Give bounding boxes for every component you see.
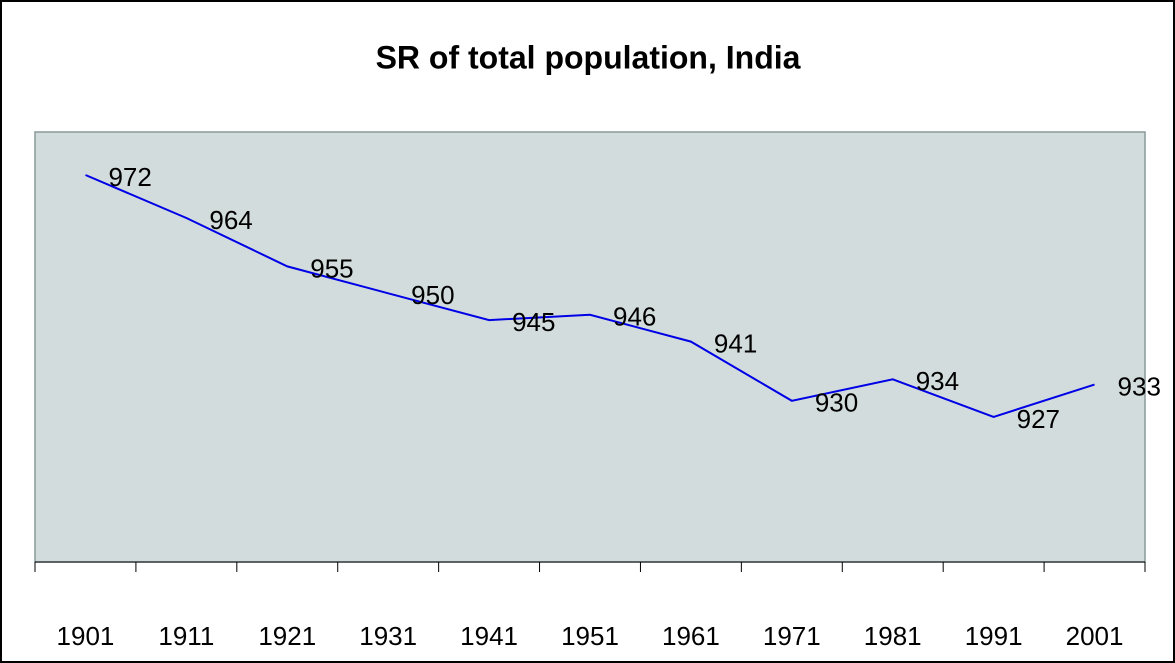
- x-tick-label: 1961: [662, 621, 720, 651]
- data-label: 941: [714, 329, 757, 359]
- data-label: 955: [310, 253, 353, 283]
- data-label: 945: [512, 307, 555, 337]
- x-tick-label: 2001: [1066, 621, 1124, 651]
- chart-title: SR of total population, India: [376, 39, 801, 75]
- x-tick-label: 1931: [359, 621, 417, 651]
- x-tick-label: 1981: [864, 621, 922, 651]
- data-label: 964: [209, 205, 252, 235]
- data-label: 930: [815, 388, 858, 418]
- data-label: 946: [613, 302, 656, 332]
- data-label: 972: [108, 162, 151, 192]
- data-label: 927: [1017, 404, 1060, 434]
- data-label: 934: [916, 366, 959, 396]
- data-label: 933: [1118, 372, 1161, 402]
- plot-area: [34, 131, 1146, 563]
- x-tick-label: 1971: [763, 621, 821, 651]
- x-tick-label: 1951: [561, 621, 619, 651]
- x-tick-label: 1941: [460, 621, 518, 651]
- x-tick-label: 1921: [258, 621, 316, 651]
- x-tick-label: 1911: [158, 621, 214, 651]
- data-label: 950: [411, 280, 454, 310]
- x-tick-label: 1901: [57, 621, 115, 651]
- x-tick-label: 1991: [965, 621, 1023, 651]
- line: [85, 174, 1095, 418]
